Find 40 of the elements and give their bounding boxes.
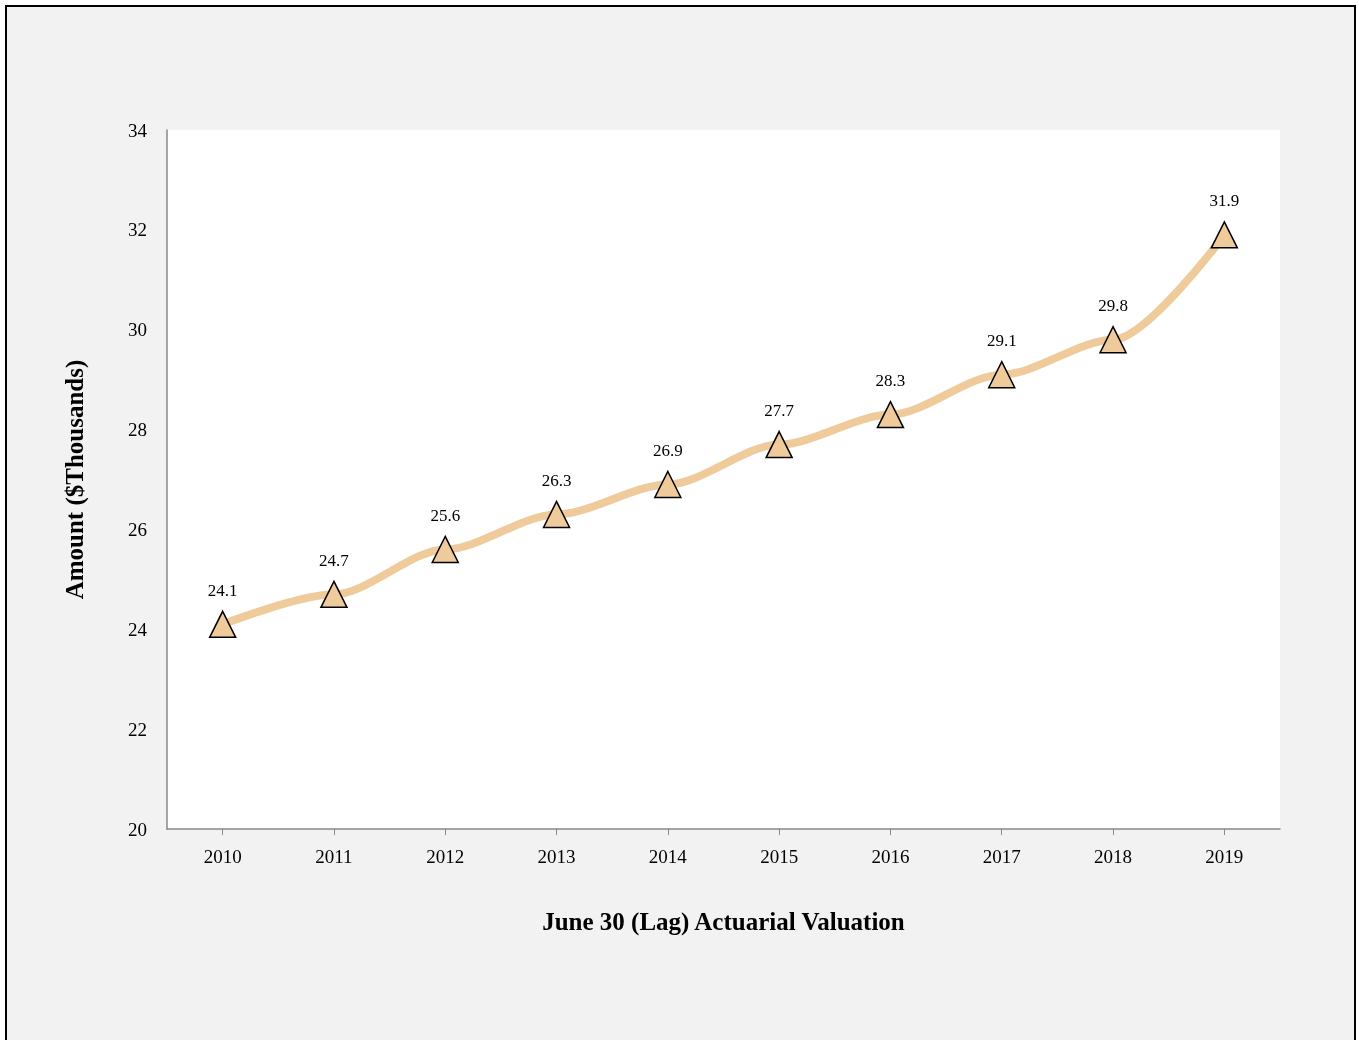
point <box>208 610 237 639</box>
data-label: 25.6 <box>430 505 461 525</box>
y-axis-title: Amount ($Thousands) <box>61 359 89 600</box>
point <box>542 500 571 529</box>
x-tick-label: 2018 <box>1094 846 1133 867</box>
data-label: 24.1 <box>207 580 238 600</box>
point <box>654 470 682 499</box>
x-tick-label: 2010 <box>203 846 242 867</box>
x-tick-label: 2012 <box>426 846 465 867</box>
point <box>765 430 793 459</box>
data-label: 31.9 <box>1209 191 1240 211</box>
point <box>876 400 905 429</box>
data-label: 26.3 <box>541 470 572 490</box>
x-tick-label: 2017 <box>982 846 1021 867</box>
y-tick-label: 32 <box>128 219 147 241</box>
x-tick-label: 2013 <box>537 846 576 867</box>
y-tick-label: 20 <box>128 818 147 840</box>
point <box>1099 325 1127 354</box>
x-tick-label: 2014 <box>648 846 688 867</box>
x-axis-title: June 30 (Lag) Actuarial Valuation <box>542 908 905 936</box>
data-label: 28.3 <box>875 370 906 390</box>
data-label: 29.1 <box>986 330 1017 350</box>
data-label: 29.8 <box>1098 295 1128 315</box>
data-label: 27.7 <box>764 400 795 420</box>
x-tick-label: 2011 <box>315 846 353 867</box>
y-tick-label: 28 <box>128 419 147 441</box>
x-tick-label: 2015 <box>760 846 799 867</box>
point <box>431 535 459 564</box>
y-tick-label: 30 <box>128 319 147 341</box>
point <box>1210 221 1239 249</box>
y-tick-label: 26 <box>128 518 147 540</box>
point <box>320 580 348 609</box>
y-tick-label: 22 <box>128 718 147 740</box>
point <box>988 360 1016 389</box>
y-tick-label: 34 <box>128 119 148 141</box>
data-label: 26.9 <box>652 440 683 460</box>
data-label: 24.7 <box>319 550 350 570</box>
y-tick-label: 24 <box>128 618 148 640</box>
x-tick-label: 2016 <box>871 846 910 867</box>
x-tick-label: 2019 <box>1205 846 1244 867</box>
